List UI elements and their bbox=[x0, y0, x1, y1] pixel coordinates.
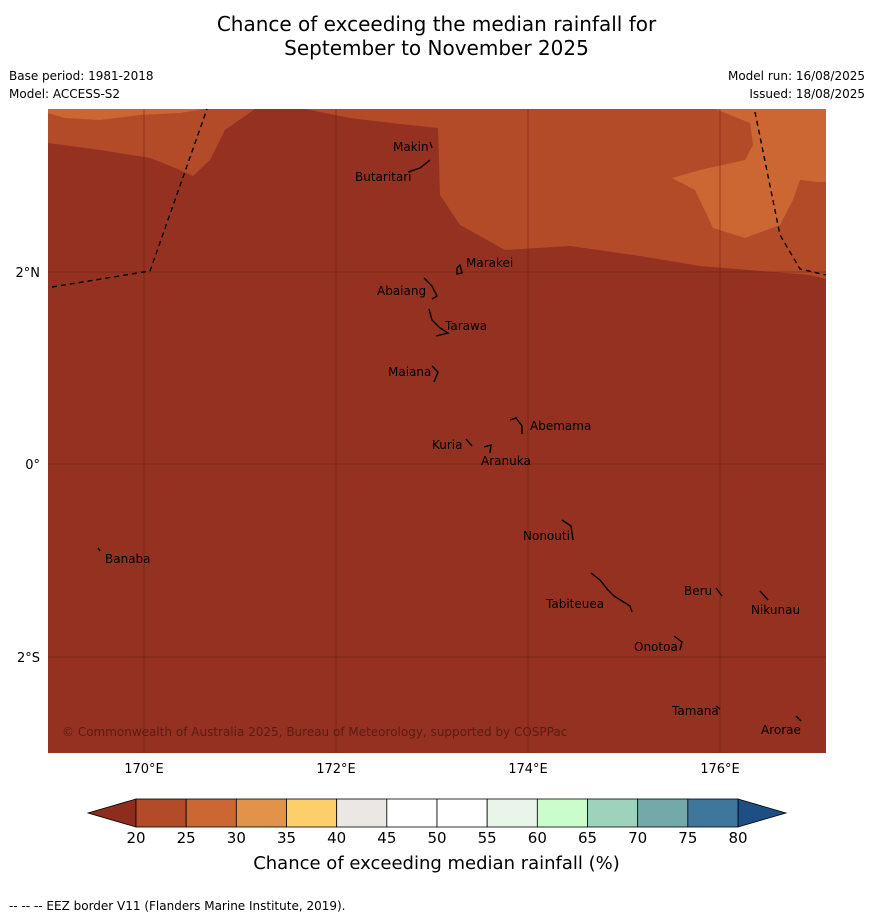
meta-right: Model run: 16/08/2025 Issued: 18/08/2025 bbox=[728, 67, 865, 103]
issued-date: Issued: 18/08/2025 bbox=[749, 87, 865, 101]
island-marakei bbox=[456, 263, 463, 275]
meta-left: Base period: 1981-2018 Model: ACCESS-S2 bbox=[9, 67, 154, 103]
colorbar: 20 25 30 35 40 45 50 55 60 65 70 75 80 bbox=[86, 798, 788, 847]
colorbar-label: Chance of exceeding median rainfall (%) bbox=[253, 853, 620, 874]
place-label-tabiteuea: Tabiteuea bbox=[545, 597, 604, 611]
island-nonouti bbox=[561, 519, 574, 541]
band-20-25 bbox=[48, 109, 826, 279]
map-title: Chance of exceeding the median rainfall … bbox=[0, 12, 873, 60]
place-label-abemama: Abemama bbox=[530, 419, 591, 433]
island-tarawa bbox=[428, 308, 450, 337]
island-outlines bbox=[97, 141, 802, 722]
island-onotoa bbox=[673, 635, 683, 651]
place-label-maiana: Maiana bbox=[388, 365, 431, 379]
colorbar-tick-label: 20 bbox=[126, 829, 145, 847]
place-label-tamana: Tamana bbox=[671, 704, 719, 718]
band-25-30-west bbox=[48, 109, 205, 120]
longitude-labels: 170°E 172°E 174°E 176°E bbox=[124, 762, 740, 777]
lat-label-2s: 2°S bbox=[17, 651, 40, 666]
colorbar-segment bbox=[235, 798, 287, 828]
island-kuria bbox=[465, 438, 473, 447]
colorbar-segment bbox=[386, 798, 438, 828]
place-label-abaiang: Abaiang bbox=[377, 284, 426, 298]
colorbar-segment bbox=[436, 798, 488, 828]
island-banaba bbox=[97, 547, 101, 552]
colorbar-tick-label: 55 bbox=[478, 829, 497, 847]
place-label-kuria: Kuria bbox=[432, 438, 463, 452]
place-label-banaba: Banaba bbox=[105, 552, 151, 566]
colorbar-segment bbox=[587, 798, 639, 828]
colorbar-extend-high bbox=[737, 798, 788, 828]
island-tamana bbox=[715, 705, 721, 710]
colorbar-segment bbox=[536, 798, 588, 828]
title-line-2: September to November 2025 bbox=[284, 36, 589, 60]
lon-label-174: 174°E bbox=[508, 762, 548, 777]
colorbar-segment bbox=[637, 798, 689, 828]
colorbar-tick-label: 75 bbox=[678, 829, 697, 847]
place-label-beru: Beru bbox=[684, 584, 712, 598]
lat-label-0: 0° bbox=[25, 458, 40, 473]
colorbar-segment bbox=[185, 798, 237, 828]
island-makin bbox=[429, 141, 433, 149]
colorbar-tick-label: 40 bbox=[327, 829, 346, 847]
place-label-nonouti: Nonouti bbox=[523, 529, 570, 543]
colorbar-extend-low bbox=[86, 798, 137, 828]
model-run: Model run: 16/08/2025 bbox=[727, 69, 865, 83]
colorbar-segment bbox=[687, 798, 739, 828]
place-label-aranuka: Aranuka bbox=[481, 454, 531, 468]
place-label-arorae: Arorae bbox=[761, 723, 801, 737]
lon-label-170: 170°E bbox=[124, 762, 164, 777]
place-label-butaritari: Butaritari bbox=[355, 170, 412, 184]
place-label-onotoa: Onotoa bbox=[634, 640, 678, 654]
colorbar-segment bbox=[336, 798, 388, 828]
colorbar-tick-label: 70 bbox=[628, 829, 647, 847]
eez-border-west bbox=[51, 108, 208, 288]
colorbar-tick-label: 25 bbox=[177, 829, 196, 847]
place-label-marakei: Marakei bbox=[466, 256, 513, 270]
eez-border-east bbox=[754, 111, 827, 276]
lat-label-2n: 2°N bbox=[16, 266, 41, 281]
island-beru bbox=[715, 587, 723, 597]
island-maiana bbox=[431, 365, 439, 383]
title-line-1: Chance of exceeding the median rainfall … bbox=[216, 12, 657, 36]
island-abemama bbox=[509, 417, 523, 434]
place-label-makin: Makin bbox=[393, 140, 429, 154]
copyright-notice: © Commonwealth of Australia 2025, Bureau… bbox=[62, 725, 567, 739]
colorbar-tick-label: 30 bbox=[227, 829, 246, 847]
colorbar-tick-label: 50 bbox=[427, 829, 446, 847]
band-25-30-east bbox=[672, 109, 826, 238]
island-arorae bbox=[795, 715, 802, 722]
lon-label-172: 172°E bbox=[316, 762, 356, 777]
colorbar-tick-label: 45 bbox=[377, 829, 396, 847]
place-label-nikunau: Nikunau bbox=[751, 603, 800, 617]
lon-label-176: 176°E bbox=[700, 762, 740, 777]
island-abaiang bbox=[423, 277, 438, 300]
colorbar-tick-label: 65 bbox=[578, 829, 597, 847]
eez-footer-note: -- -- -- EEZ border V11 (Flanders Marine… bbox=[9, 899, 346, 913]
eez-borders bbox=[51, 108, 827, 288]
colorbar-tick-label: 80 bbox=[728, 829, 747, 847]
island-butaritari bbox=[407, 159, 431, 173]
colorbar-segment bbox=[135, 798, 187, 828]
colorbar-tick-label: 60 bbox=[528, 829, 547, 847]
latitude-labels: 2°N 0° 2°S bbox=[16, 266, 41, 666]
colorbar-segment bbox=[286, 798, 338, 828]
place-label-tarawa: Tarawa bbox=[444, 319, 487, 333]
island-labels: Makin Butaritari Marakei Abaiang Tarawa … bbox=[105, 140, 801, 737]
island-tabiteuea bbox=[590, 572, 633, 613]
model-name: Model: ACCESS-S2 bbox=[9, 87, 121, 101]
island-aranuka bbox=[483, 444, 492, 454]
base-period: Base period: 1981-2018 bbox=[9, 69, 154, 83]
colorbar-tick-label: 35 bbox=[277, 829, 296, 847]
colorbar-segment bbox=[486, 798, 538, 828]
grid-lines bbox=[48, 109, 826, 753]
island-nikunau bbox=[759, 590, 769, 601]
